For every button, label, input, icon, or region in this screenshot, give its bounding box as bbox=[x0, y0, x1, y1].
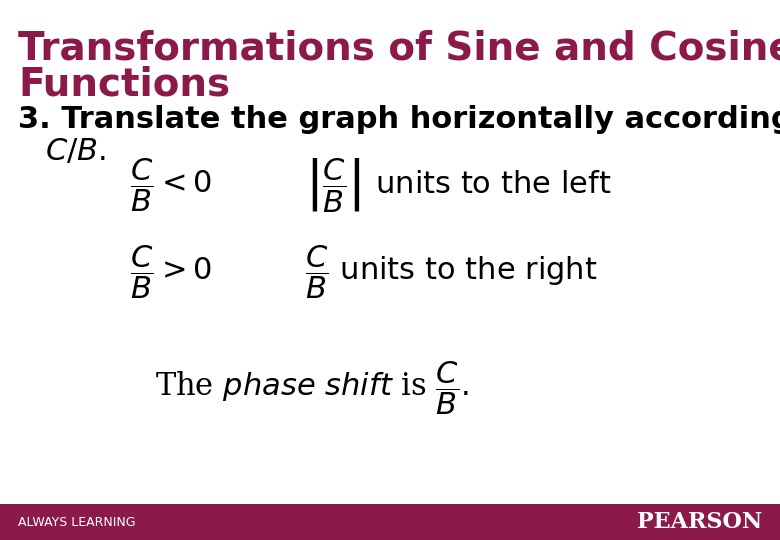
Text: $\dfrac{C}{B}$ units to the right: $\dfrac{C}{B}$ units to the right bbox=[305, 243, 597, 301]
Text: $\mathit{C/B}.$: $\mathit{C/B}.$ bbox=[45, 137, 106, 166]
Text: 3. Translate the graph horizontally according to: 3. Translate the graph horizontally acco… bbox=[18, 105, 780, 134]
Text: PEARSON: PEARSON bbox=[636, 511, 762, 533]
Text: ALWAYS LEARNING: ALWAYS LEARNING bbox=[18, 516, 136, 529]
Text: $\dfrac{C}{B} < 0$: $\dfrac{C}{B} < 0$ bbox=[130, 156, 212, 214]
Text: $\left|\dfrac{C}{B}\right|$ units to the left: $\left|\dfrac{C}{B}\right|$ units to the… bbox=[305, 156, 612, 214]
Text: Functions: Functions bbox=[18, 65, 230, 103]
Bar bbox=[0, 504, 780, 540]
Text: Transformations of Sine and Cosine: Transformations of Sine and Cosine bbox=[18, 30, 780, 68]
Text: The $\mathit{phase\ shift}$ is $\dfrac{C}{B}.$: The $\mathit{phase\ shift}$ is $\dfrac{C… bbox=[155, 359, 470, 417]
Text: $\dfrac{C}{B} > 0$: $\dfrac{C}{B} > 0$ bbox=[130, 243, 212, 301]
